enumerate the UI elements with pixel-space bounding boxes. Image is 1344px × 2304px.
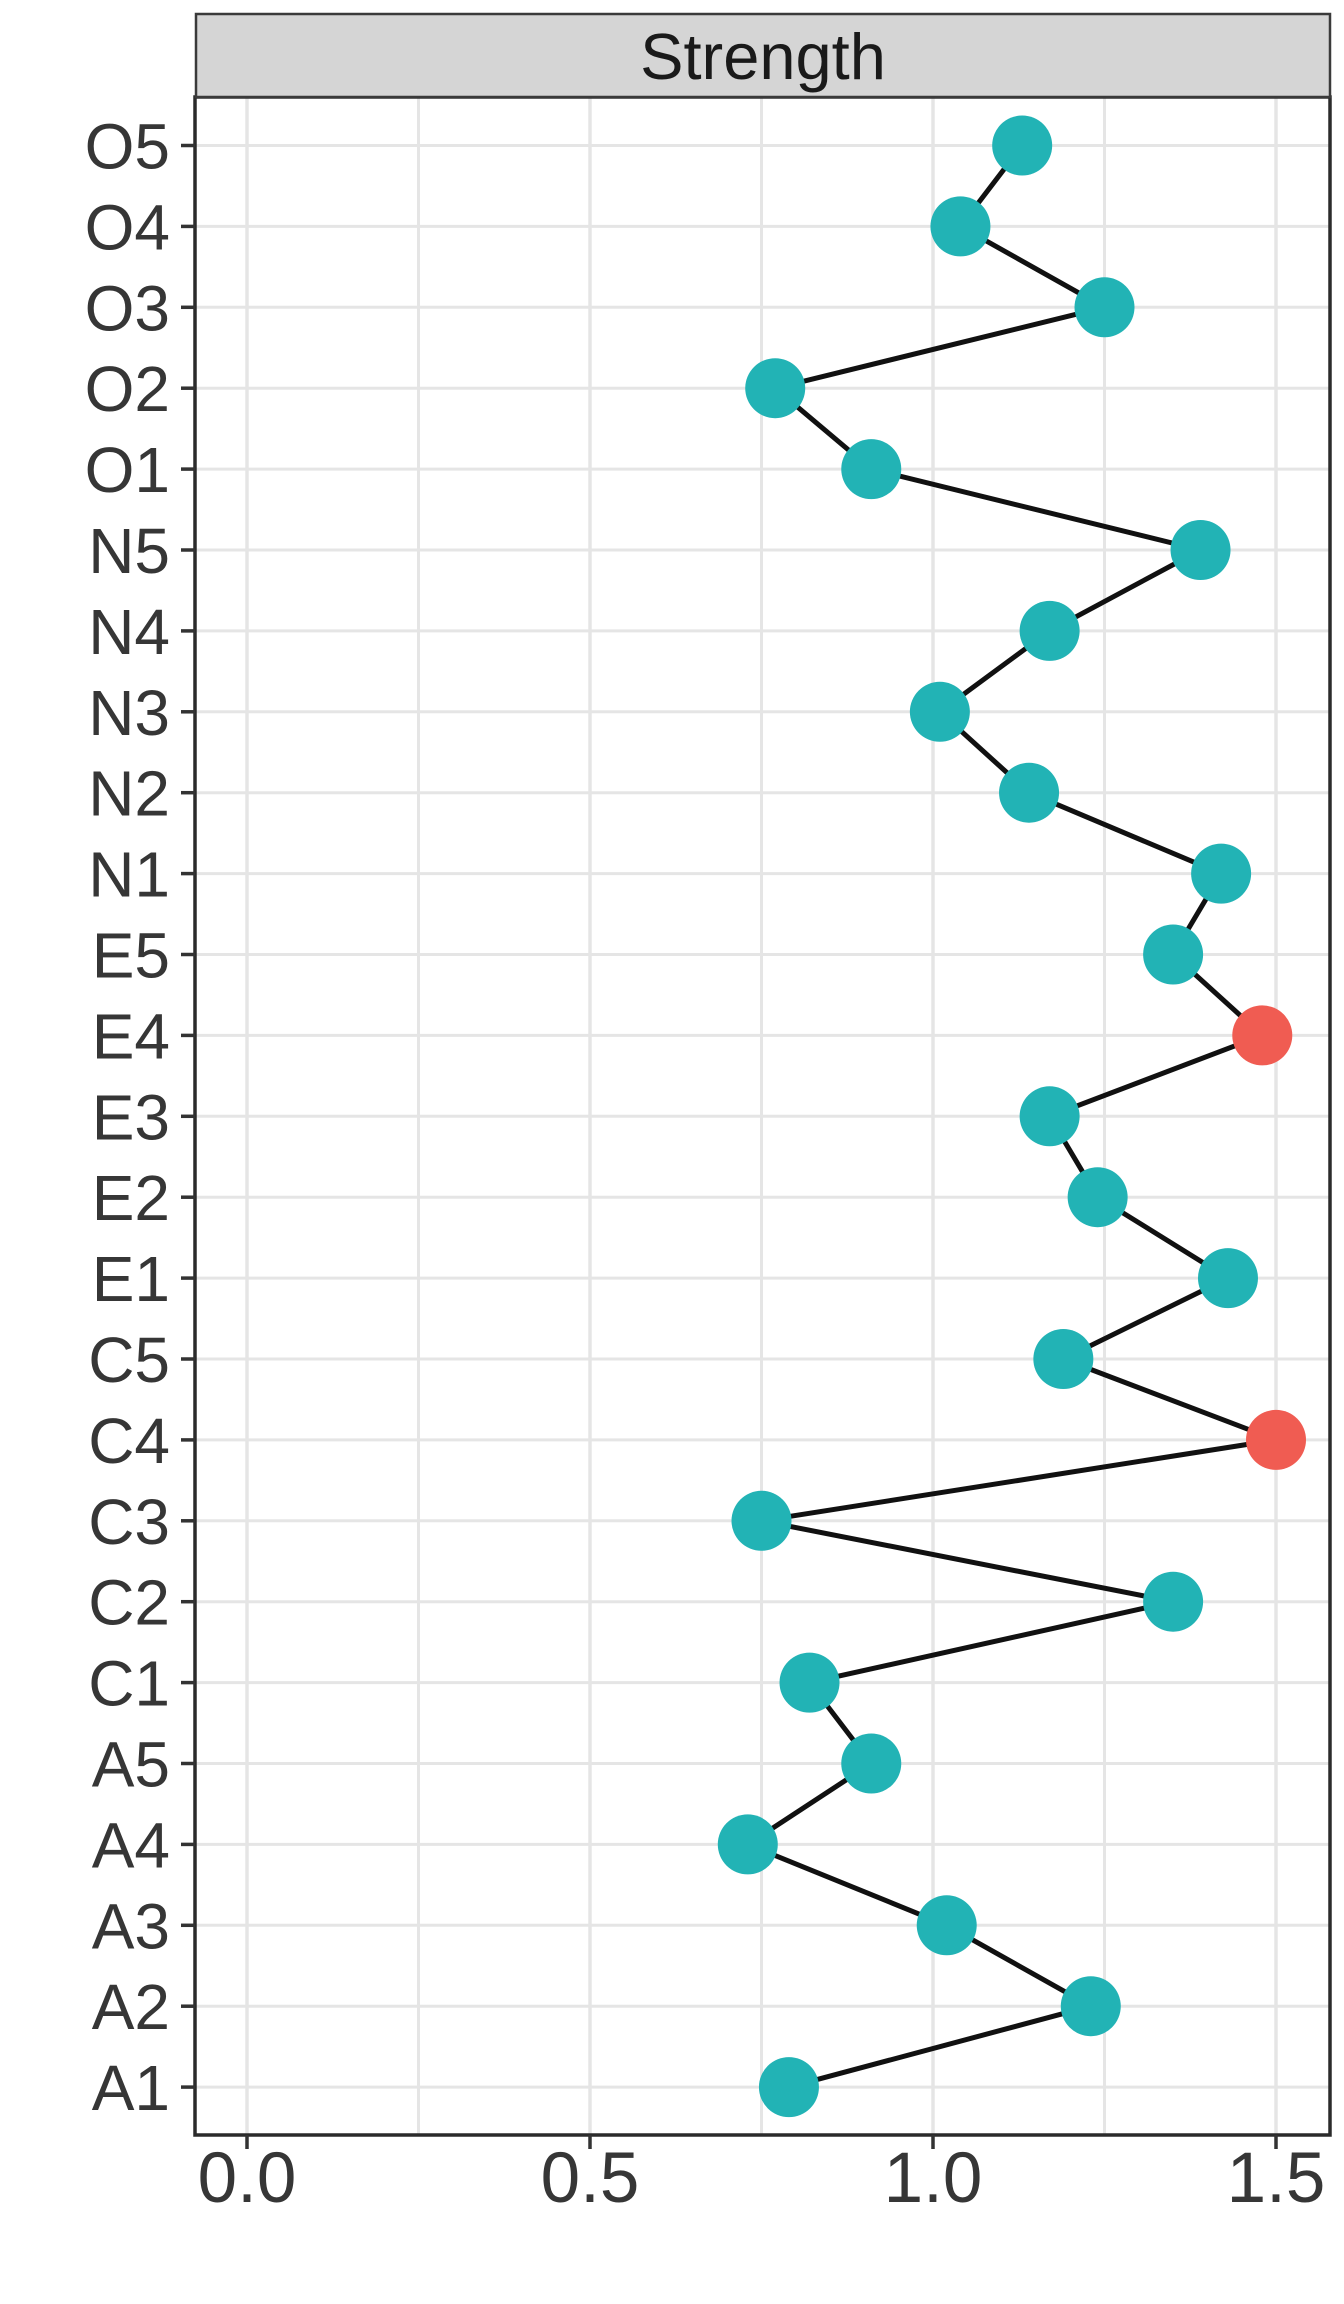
y-axis-label: C1: [88, 1648, 170, 1720]
data-point-O1: [841, 439, 902, 500]
data-point-N4: [1019, 600, 1080, 661]
y-axis-label: N5: [88, 515, 170, 587]
x-axis-label: 1.0: [884, 2139, 983, 2218]
y-axis-label: A5: [92, 1729, 170, 1801]
y-axis-label: E4: [92, 1000, 170, 1072]
y-axis-label: C3: [88, 1486, 170, 1558]
x-axis-label: 0.0: [198, 2139, 297, 2218]
y-axis-label: A3: [92, 1890, 170, 1962]
y-axis-label: O4: [85, 191, 170, 263]
y-axis-label: N2: [88, 758, 170, 830]
x-axis-label: 1.5: [1227, 2139, 1326, 2218]
data-point-A3: [916, 1895, 977, 1956]
y-axis-label: A1: [92, 2052, 170, 2124]
y-axis-label: E5: [92, 920, 170, 992]
data-point-O4: [930, 196, 991, 257]
data-point-A5: [841, 1733, 902, 1794]
data-point-N2: [999, 762, 1060, 823]
data-point-N3: [909, 681, 970, 742]
y-axis-label: N3: [88, 677, 170, 749]
x-axis-ticks: [245, 2135, 1278, 2149]
y-axis-label: O3: [85, 272, 170, 344]
data-point-O3: [1074, 277, 1135, 338]
x-axis-labels: 0.0 0.5 1.0 1.5: [198, 2139, 1326, 2218]
data-point-E2: [1067, 1167, 1128, 1228]
y-axis-label: A2: [92, 1971, 170, 2043]
facet-strip-label: Strength: [640, 20, 886, 93]
y-axis-label: C4: [88, 1405, 170, 1477]
data-point-C4: [1246, 1409, 1306, 1470]
x-axis-label: 0.5: [541, 2139, 640, 2218]
y-axis-label: C2: [88, 1567, 170, 1639]
y-axis-labels: O5 O4 O3 O2 O1 N5 N4 N3 N2 N1 E5 E4 E3 E2 E1 C5 C4 C3 C2 C1…: [85, 111, 170, 2125]
data-point-E5: [1143, 924, 1204, 985]
data-point-A1: [758, 2057, 819, 2118]
y-axis-label: C5: [88, 1324, 170, 1396]
data-point-C3: [731, 1490, 792, 1551]
facet-strip: [194, 12, 1332, 99]
data-point-C1: [779, 1652, 840, 1713]
data-point-E4: [1232, 1005, 1293, 1066]
data-point-A4: [717, 1814, 778, 1875]
y-axis-label: E3: [92, 1081, 170, 1153]
y-axis-label: A4: [92, 1809, 170, 1881]
data-point-N1: [1191, 843, 1252, 904]
data-point-C2: [1143, 1571, 1204, 1632]
data-point-E1: [1197, 1248, 1258, 1309]
data-point-C5: [1033, 1329, 1094, 1389]
y-axis-ticks: [181, 143, 195, 2089]
y-axis-label: O5: [85, 111, 170, 183]
data-points: [717, 115, 1306, 2118]
y-axis-label: N1: [88, 839, 170, 911]
plot-panel: 0.0 0.5 1.0 1.5 O5 O4 O3 O2 O1 N5 N4 N3 N2 N1 E5 E4 E3 E2…: [85, 95, 1332, 2218]
data-point-O5: [992, 115, 1053, 176]
data-point-E3: [1019, 1086, 1080, 1147]
data-point-N5: [1170, 520, 1231, 580]
data-point-A2: [1060, 1976, 1121, 2037]
y-axis-label: O1: [85, 434, 170, 506]
y-axis-label: O2: [85, 353, 170, 425]
data-point-O2: [745, 358, 806, 419]
y-axis-label: E1: [92, 1243, 170, 1315]
y-axis-label: E2: [92, 1162, 170, 1234]
y-axis-label: N4: [88, 596, 170, 668]
